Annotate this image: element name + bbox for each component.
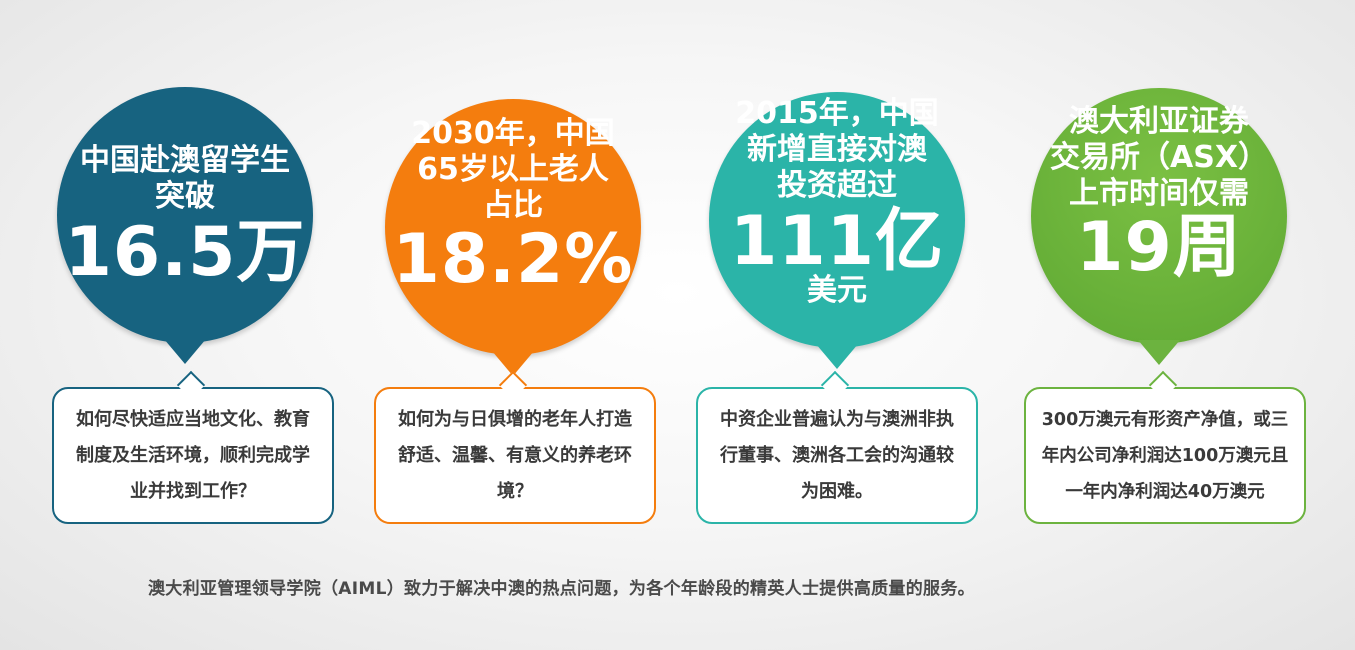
description-text: 300万澳元有形资产净值，或三年内公司净利润达100万澳元且一年内净利润达40万… [1041,409,1289,502]
headline-line: 2015年，中国 [735,96,939,131]
stat-value: 19周 [1076,208,1242,287]
description-text: 如何为与日俱增的老年人打造舒适、温馨、有意义的养老环境？ [398,408,632,502]
headline-line: 中国赴澳留学生 [80,143,290,178]
headline-line: 澳大利亚证券 [1069,104,1249,139]
stat-bubble-investment: 2015年，中国 新增直接对澳 投资超过 111亿 美元 [709,92,965,348]
stat-bubble-asx: 澳大利亚证券 交易所（ASX） 上市时间仅需 19周 [1031,88,1287,344]
description-text: 中资企业普遍认为与澳洲非执行董事、澳洲各工会的沟通较为困难。 [720,408,954,502]
footer-caption: 澳大利亚管理领导学院（AIML）致力于解决中澳的热点问题，为各个年龄段的精英人士… [148,579,975,599]
headline-line: 突破 [155,179,215,214]
headline-line: 新增直接对澳 [747,132,927,167]
headline-line: 交易所（ASX） [1050,140,1268,175]
stat-value: 111亿 [730,202,944,281]
stat-bubble-students: 中国赴澳留学生 突破 16.5万 [57,87,313,343]
stat-bubble-elderly: 2030年，中国 65岁以上老人 占比 18.2% [385,99,641,355]
description-text: 如何尽快适应当地文化、教育制度及生活环境，顺利完成学业并找到工作？ [76,408,310,502]
headline-line: 投资超过 [777,168,897,203]
stat-value: 18.2% [392,220,634,299]
headline-line: 2030年，中国 [411,116,615,151]
description-box-investment: 中资企业普遍认为与澳洲非执行董事、澳洲各工会的沟通较为困难。 [696,387,978,524]
description-box-elderly: 如何为与日俱增的老年人打造舒适、温馨、有意义的养老环境？ [374,387,656,524]
stat-unit: 美元 [807,273,867,308]
description-box-students: 如何尽快适应当地文化、教育制度及生活环境，顺利完成学业并找到工作？ [52,387,334,524]
stat-value: 16.5万 [64,213,306,292]
headline-line: 65岁以上老人 [417,152,609,187]
headline-line: 占比 [483,188,543,223]
description-box-asx: 300万澳元有形资产净值，或三年内公司净利润达100万澳元且一年内净利润达40万… [1024,387,1306,524]
headline-line: 上市时间仅需 [1069,176,1249,211]
